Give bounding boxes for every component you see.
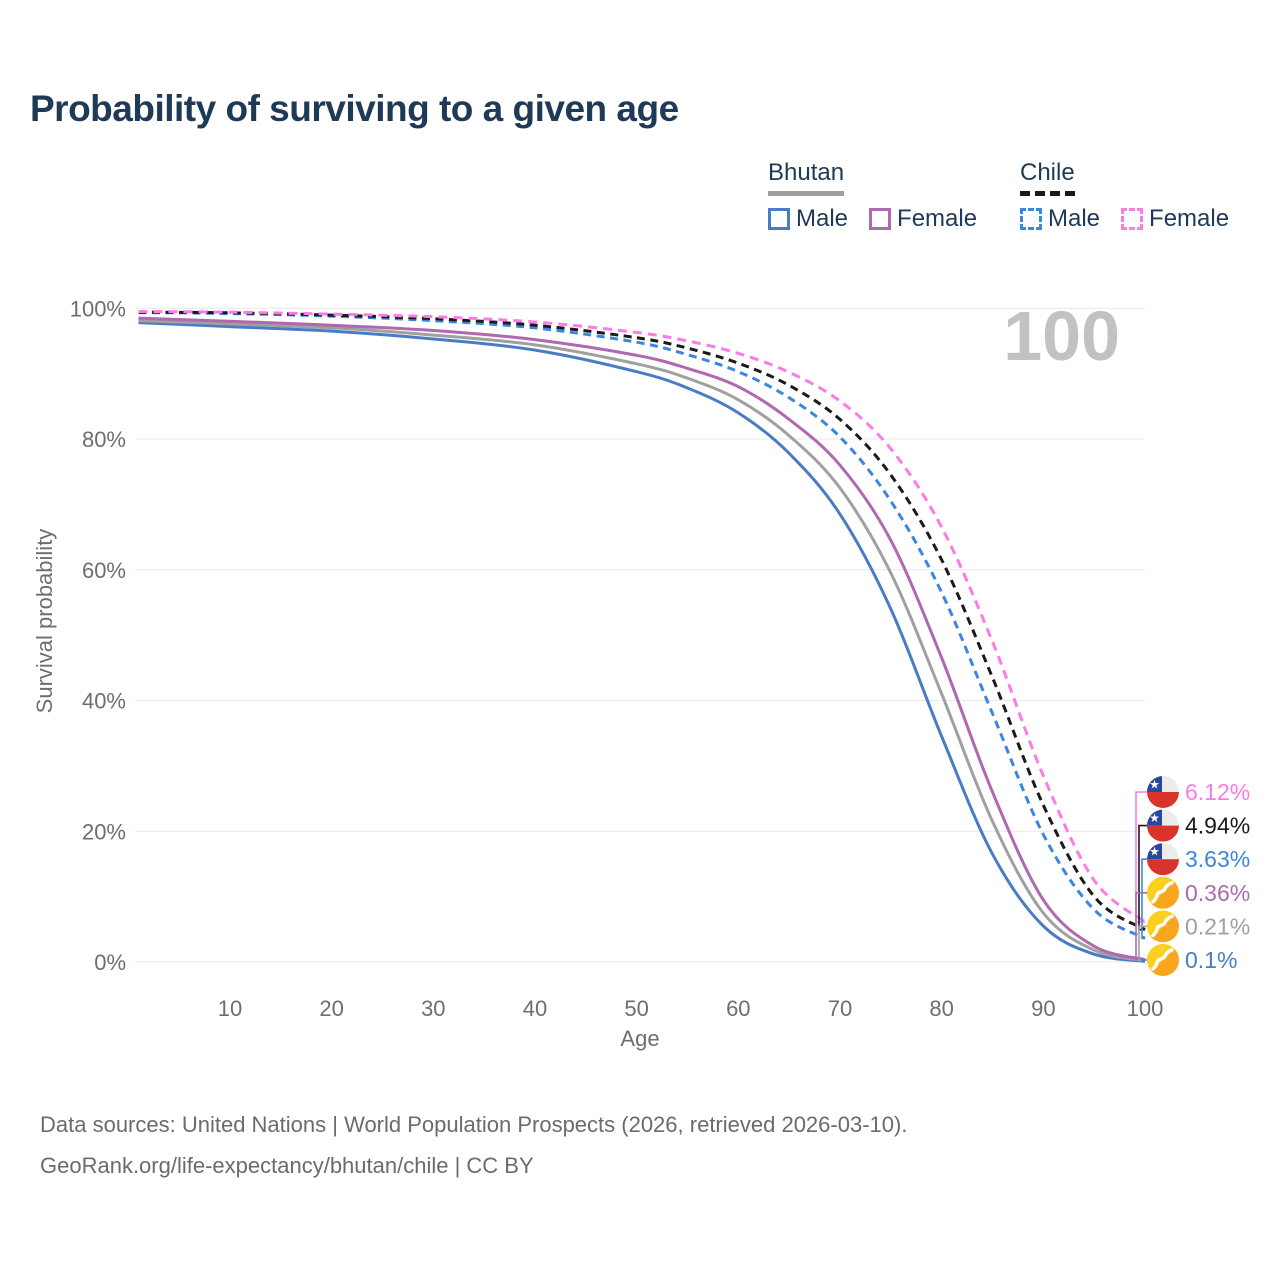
chile-flag-star: ★	[1149, 811, 1160, 825]
series-line-chile-female	[138, 310, 1146, 924]
legend-item-label: Male	[796, 205, 849, 233]
legend-item-chile-male[interactable]: Male	[1020, 205, 1100, 233]
footer: Data sources: United Nations | World Pop…	[40, 1104, 907, 1186]
x-tick-label-60: 60	[726, 996, 750, 1021]
chile-flag-icon: ★	[1147, 843, 1179, 876]
chile-flag-icon: ★	[1147, 776, 1179, 808]
chile-flag-red	[1147, 859, 1179, 876]
legend-item-label: Female	[1149, 205, 1230, 233]
end-label-chile-male: 3.63%	[1185, 846, 1250, 872]
leader-line-chile-female	[1135, 791, 1147, 923]
chile-female-swatch-icon	[1121, 208, 1144, 231]
leader-line-bhutan-female	[1135, 892, 1147, 961]
bhutan-flag-dragon	[1151, 914, 1174, 938]
y-tick-label-20%: 20%	[82, 819, 126, 844]
series-line-bhutan-total	[138, 319, 1146, 963]
y-axis-label: Survival probability	[32, 528, 57, 714]
x-tick-label-70: 70	[828, 996, 852, 1021]
x-tick-label-100: 100	[1127, 996, 1164, 1021]
legend-item-bhutan-male[interactable]: Male	[768, 205, 848, 233]
bhutan-flag-icon	[1147, 876, 1179, 909]
x-tick-label-80: 80	[929, 996, 953, 1021]
chile-flag-red	[1147, 825, 1179, 842]
bhutan-flag-dragon	[1151, 881, 1174, 904]
chile-flag-star: ★	[1149, 845, 1160, 859]
legend-country-bhutan: Bhutan	[768, 159, 845, 197]
footer-url-line: GeoRank.org/life-expectancy/bhutan/chile…	[40, 1153, 534, 1178]
bhutan-flag-dragon	[1151, 948, 1174, 971]
x-tick-label-10: 10	[218, 996, 242, 1021]
legend-item-label: Male	[1048, 205, 1101, 233]
x-tick-label-40: 40	[523, 996, 547, 1021]
x-tick-label-30: 30	[421, 996, 445, 1021]
x-tick-label-90: 90	[1031, 996, 1055, 1021]
series-line-chile-male	[138, 311, 1146, 940]
chile-flag-red	[1147, 792, 1179, 808]
y-tick-label-40%: 40%	[82, 689, 126, 714]
bhutan-flag-icon	[1147, 910, 1179, 943]
legend-item-label: Female	[897, 205, 978, 233]
leader-line-bhutan-male	[1141, 959, 1147, 963]
end-label-bhutan-total: 0.21%	[1185, 913, 1250, 939]
bhutan-male-swatch-icon	[768, 208, 790, 231]
bhutan-female-swatch-icon	[869, 208, 892, 231]
leader-line-chile-total	[1138, 824, 1147, 931]
x-tick-label-50: 50	[624, 996, 648, 1021]
legend-item-chile-female[interactable]: Female	[1121, 205, 1229, 233]
legend-group-bhutan: Bhutan Male Female	[768, 159, 998, 233]
survival-chart-canvas: 0% 20% 40% 60% 80% 100% 10 20 30 40 50 60 70 80 90 100 ★…	[70, 296, 1251, 1021]
y-tick-label-100%: 100%	[70, 296, 126, 321]
end-label-bhutan-male: 0.1%	[1185, 947, 1237, 973]
legend-items-chile: Male Female	[1020, 205, 1250, 233]
chile-flag-icon: ★	[1147, 809, 1179, 842]
x-tick-label-20: 20	[319, 996, 343, 1021]
end-label-chile-total: 4.94%	[1185, 813, 1250, 839]
series-line-bhutan-male	[138, 321, 1146, 963]
y-tick-label-60%: 60%	[82, 558, 126, 583]
leader-line-bhutan-total	[1138, 925, 1147, 962]
bhutan-flag-icon	[1147, 944, 1179, 976]
y-tick-label-0%: 0%	[94, 950, 126, 975]
series-line-bhutan-female	[138, 316, 1146, 962]
legend-item-bhutan-female[interactable]: Female	[869, 205, 977, 233]
legend-items-bhutan: Male Female	[768, 205, 998, 233]
x-axis-label: Age	[620, 1026, 660, 1051]
legend-group-chile: Chile Male Female	[1020, 159, 1250, 233]
legend-country-chile: Chile	[1020, 159, 1075, 197]
chile-male-swatch-icon	[1020, 208, 1042, 231]
leader-line-chile-male	[1141, 858, 1147, 940]
series-line-chile-total	[138, 310, 1146, 932]
y-tick-label-80%: 80%	[82, 427, 126, 452]
age-watermark: 100	[1003, 297, 1120, 375]
footer-source-line: Data sources: United Nations | World Pop…	[40, 1112, 908, 1137]
chile-flag-star: ★	[1149, 778, 1160, 792]
chart-title: Probability of surviving to a given age	[30, 88, 679, 129]
end-label-bhutan-female: 0.36%	[1185, 880, 1250, 906]
end-label-chile-female: 6.12%	[1185, 779, 1250, 805]
